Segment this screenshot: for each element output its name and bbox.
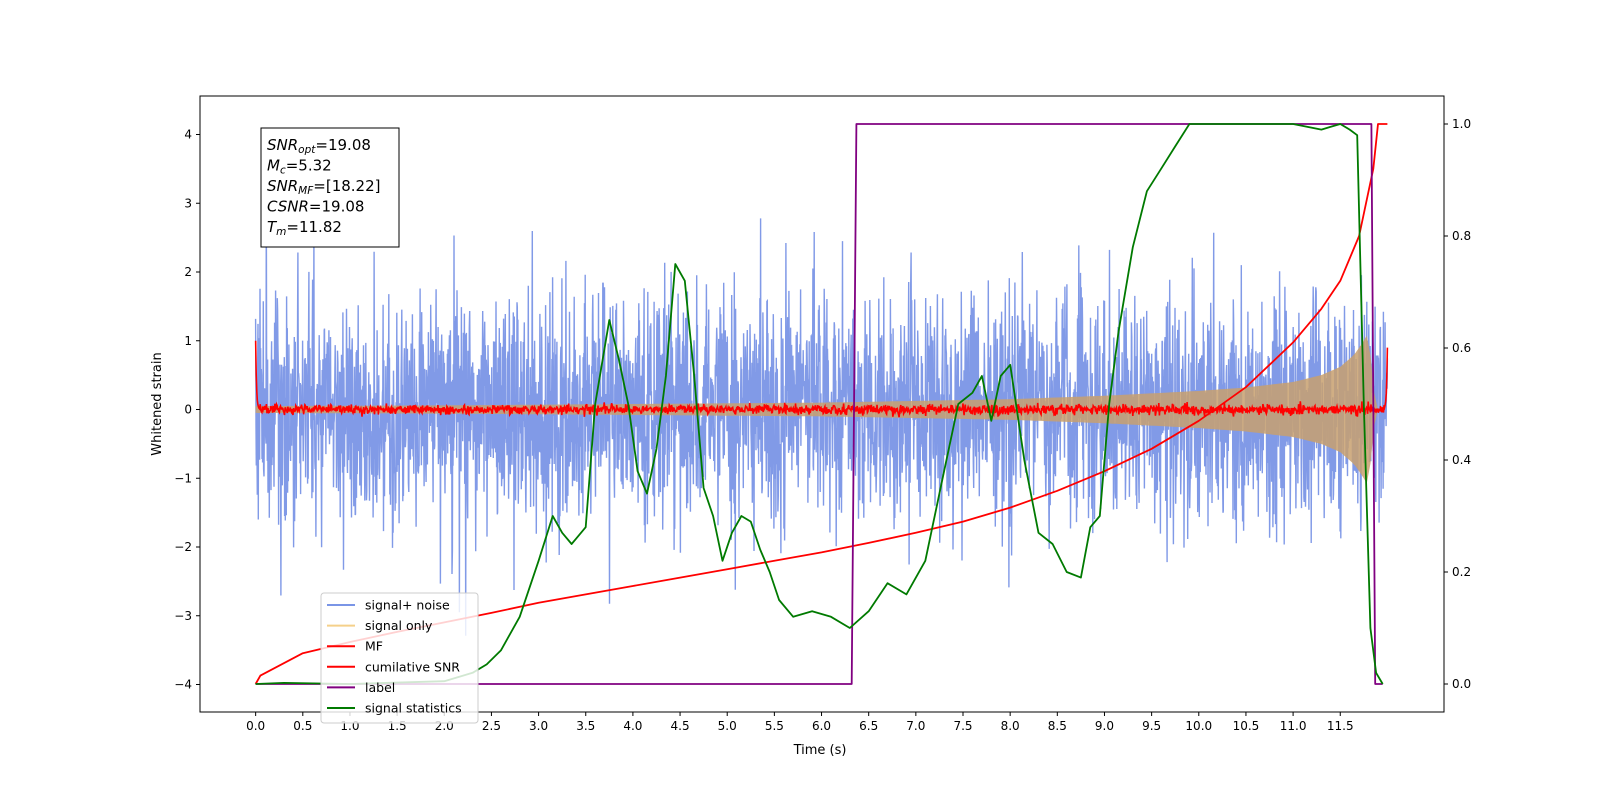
y-tick-label: −3 <box>174 609 192 623</box>
y-tick-label: 1 <box>184 334 192 348</box>
x-tick-label: 9.0 <box>1095 719 1114 733</box>
y2-tick-label: 0.8 <box>1452 229 1471 243</box>
y2-tick-label: 0.0 <box>1452 677 1471 691</box>
y2-tick-label: 0.4 <box>1452 453 1471 467</box>
x-tick-label: 10.0 <box>1185 719 1212 733</box>
legend-entry: MF <box>365 639 383 654</box>
y-tick-label: 4 <box>184 128 192 142</box>
y-tick-label: 3 <box>184 196 192 210</box>
x-tick-label: 4.5 <box>671 719 690 733</box>
axes: 0.0 0.5 1.0 1.5 2.0 2.5 3.0 3.5 4.0 4.5 5.0 5.5 6.0 6… <box>174 117 1471 733</box>
legend-entry: signal only <box>365 618 433 633</box>
x-tick-label: 2.5 <box>482 719 501 733</box>
x-tick-label: 6.5 <box>859 719 878 733</box>
x-tick-label: 0.5 <box>293 719 312 733</box>
annotation-line: SNRMF=[18.22] <box>267 177 381 197</box>
y-axis-label: Whitened strain <box>150 352 165 455</box>
series-label <box>255 123 1383 685</box>
x-tick-label: 7.0 <box>906 719 925 733</box>
y2-tick-label: 0.2 <box>1452 565 1471 579</box>
y-tick-label: 2 <box>184 265 192 279</box>
annotation-line: Mc=5.32 <box>267 157 332 177</box>
x-tick-label: 8.0 <box>1001 719 1020 733</box>
series-signal-statistics <box>255 123 1384 685</box>
x-axis-label: Time (s) <box>793 743 847 758</box>
legend-entry: signal+ noise <box>365 598 450 613</box>
legend-entry: cumilative SNR <box>365 659 460 674</box>
x-tick-label: 0.0 <box>246 719 265 733</box>
series-mf <box>254 340 1389 418</box>
x-tick-label: 11.0 <box>1280 719 1307 733</box>
series-signal-noise <box>254 186 1389 636</box>
x-tick-label: 5.5 <box>765 719 784 733</box>
annotation-line: Tm=11.82 <box>267 218 342 238</box>
y2-tick-label: 1.0 <box>1452 117 1471 131</box>
legend: signal+ noise signal only MF cumilative SNR… <box>320 592 479 724</box>
x-tick-label: 4.0 <box>623 719 642 733</box>
y-tick-label: 0 <box>184 403 192 417</box>
annotation-box: SNRopt=19.08Mc=5.32SNRMF=[18.22]CSNR=19.… <box>260 127 400 248</box>
annotation-line: CSNR=19.08 <box>267 198 364 216</box>
legend-entry: label <box>365 680 395 695</box>
x-tick-label: 6.0 <box>812 719 831 733</box>
x-tick-label: 9.5 <box>1142 719 1161 733</box>
annotation-line: SNRopt=19.08 <box>267 136 371 156</box>
y-tick-label: −2 <box>174 540 192 554</box>
x-tick-label: 8.5 <box>1048 719 1067 733</box>
x-tick-label: 7.5 <box>953 719 972 733</box>
x-tick-label: 3.5 <box>576 719 595 733</box>
x-tick-label: 3.0 <box>529 719 548 733</box>
y-tick-label: −1 <box>174 471 192 485</box>
x-tick-label: 5.0 <box>718 719 737 733</box>
legend-entry: signal statistics <box>365 701 462 716</box>
y-tick-label: −4 <box>174 678 192 692</box>
x-tick-label: 10.5 <box>1233 719 1260 733</box>
x-tick-label: 11.5 <box>1327 719 1354 733</box>
y2-tick-label: 0.6 <box>1452 341 1471 355</box>
